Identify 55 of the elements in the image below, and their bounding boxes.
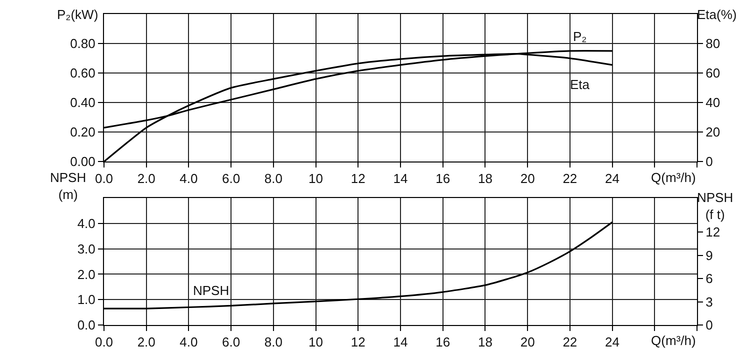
x-tick-label: 20: [520, 334, 535, 350]
y-tick-label: 0.20: [70, 124, 96, 140]
y2-tick-label: 40: [706, 95, 720, 110]
series-label: Eta: [570, 77, 590, 92]
x-tick-label: 24: [605, 171, 620, 186]
x-tick-label: 22: [562, 171, 578, 186]
series-label: NPSH: [193, 283, 230, 298]
x-tick-label: 2.0: [137, 171, 156, 186]
x-tick-label: 6.0: [222, 171, 240, 186]
y-tick-label: 0.80: [70, 36, 96, 52]
x-tick-label: 16: [436, 171, 450, 186]
y2-axis-title: NPSH (f t): [697, 190, 734, 222]
y-tick-label: 2.0: [77, 266, 96, 282]
x-tick-label: 18: [478, 171, 492, 186]
x-tick-label: 14: [393, 334, 408, 350]
x-tick-label: 8.0: [264, 171, 282, 186]
y2-tick-label: 0: [706, 318, 713, 333]
y2-tick-label: 9: [706, 248, 713, 263]
y2-tick-label: 3: [706, 294, 713, 310]
x-tick-label: 22: [562, 334, 578, 350]
x-tick-label: 0.0: [94, 334, 114, 350]
x-tick-label: 24: [605, 334, 620, 350]
x-tick-label: 2.0: [137, 334, 156, 350]
x-tick-label: 16: [436, 334, 450, 350]
y-axis-title: NPSH (m): [50, 170, 86, 202]
y-tick-label: 4.0: [77, 216, 96, 231]
x-tick-label: 8.0: [264, 334, 282, 350]
x-tick-label: 12: [350, 171, 366, 186]
y-tick-label: 0.60: [70, 66, 96, 81]
x-tick-label: 20: [520, 171, 535, 186]
y2-axis-title: Eta(%): [697, 7, 737, 22]
y-tick-label: 1.0: [77, 292, 96, 308]
x-tick-label: 14: [393, 171, 408, 186]
x-tick-label: 10: [308, 334, 324, 350]
series-label: P₂: [573, 29, 587, 44]
x-axis-title: Q(m³/h): [651, 333, 696, 348]
x-tick-label: 12: [350, 334, 366, 350]
x-axis-title: Q(m³/h): [651, 170, 696, 185]
y-tick-label: 3.0: [77, 241, 96, 256]
y-tick-label: 0.0: [77, 318, 96, 333]
y2-tick-label: 60: [706, 66, 720, 81]
x-tick-label: 10: [308, 171, 324, 186]
y-axis-title: P₂(kW): [57, 7, 98, 22]
x-tick-label: 4.0: [180, 171, 198, 186]
y2-tick-label: 20: [706, 124, 720, 140]
x-tick-label: 4.0: [180, 334, 198, 350]
y2-tick-label: 80: [706, 36, 720, 52]
x-tick-label: 0.0: [94, 171, 114, 186]
y2-tick-label: 0: [706, 154, 713, 170]
y2-tick-label: 6: [706, 271, 713, 286]
y2-tick-label: 12: [706, 224, 720, 240]
x-tick-label: 6.0: [222, 334, 240, 350]
y-tick-label: 0.00: [70, 154, 96, 170]
y-tick-label: 0.40: [70, 95, 96, 110]
x-tick-label: 18: [478, 334, 492, 350]
